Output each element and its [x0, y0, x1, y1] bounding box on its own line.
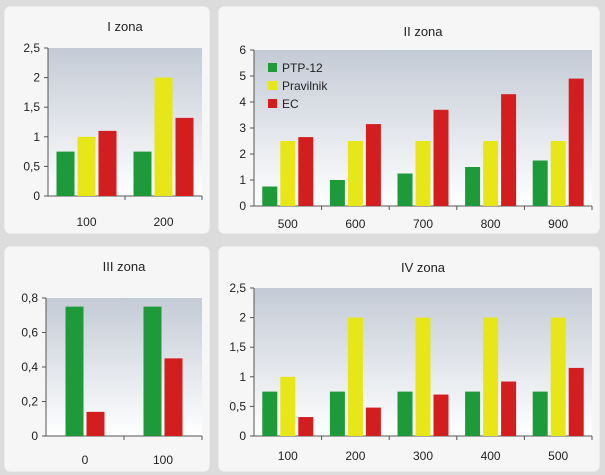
zone-2-x-tick-label: 800: [481, 217, 501, 231]
zone-2-bar-pravilnik-700: [415, 141, 431, 206]
zone-3-bar-ec-100: [164, 358, 183, 436]
zone-2-bar-ptp-12-900: [532, 160, 548, 206]
zone-1-y-tick-label: 0,5: [23, 159, 40, 173]
chart-zone-2: II zona 0 1 2 3 4 5 6 500 600 700 800 900 PTP-12 Pravi…: [239, 24, 593, 231]
zone-3-y-tick-label: 0,4: [21, 360, 38, 374]
zone-2-y-tick-label: 2: [239, 147, 246, 161]
zone-3-y-tick-label: 0,6: [21, 326, 38, 340]
zone-4-bar-ec-300: [433, 394, 449, 436]
zone-4-y-tick-label: 2: [239, 311, 246, 325]
zone-2-bar-pravilnik-500: [280, 141, 296, 206]
zone-1-bar-pravilnik-100: [77, 136, 96, 196]
zone-2-y-tick-label: 1: [239, 173, 246, 187]
zone-2-x-tick-label: 600: [345, 217, 365, 231]
zone-1-y-tick-label: 0: [33, 189, 40, 203]
chart-panel-zone-4: IV zona 0 0,5 1 1,5 2 2,5 100 200 300 400 500: [218, 246, 600, 472]
zone-4-bar-ec-400: [501, 381, 517, 436]
zone-4-bar-pravilnik-300: [415, 317, 431, 436]
zone-2-bar-pravilnik-600: [347, 141, 363, 206]
zone-4-bar-ec-500: [568, 367, 584, 436]
chart-zone-4: IV zona 0 0,5 1 1,5 2 2,5 100 200 300 400 500: [229, 260, 593, 463]
zone-3-bar-ptp-12-0: [65, 306, 84, 436]
zone-4-bar-ptp-12-400: [465, 391, 481, 436]
zone-1-y-tick-label: 1: [33, 130, 40, 144]
chart-zone-1: I zona 0 0,5 1 1,5 2 2,5 100 200: [23, 19, 203, 229]
zone-3-bar-ec-0: [86, 411, 105, 436]
zone-4-bar-ptp-12-500: [532, 391, 548, 436]
legend-label-ec: EC: [282, 97, 299, 111]
zone-2-title: II zona: [403, 24, 443, 39]
zone-1-title: I zona: [107, 19, 143, 34]
zone-4-x-tick-label: 100: [278, 449, 298, 463]
zone-4-bar-ec-200: [365, 407, 381, 436]
zone-2-bar-pravilnik-800: [483, 141, 499, 206]
zone-2-y-tick-label: 4: [239, 95, 246, 109]
zone-2-x-tick-label: 700: [413, 217, 433, 231]
legend-swatch-ptp-12: [268, 63, 277, 72]
zone-2-x-tick-label: 900: [548, 217, 568, 231]
legend-swatch-ec: [268, 99, 277, 108]
legend-label-pravilnik: Pravilnik: [282, 79, 328, 93]
zone-1-bar-ec-100: [98, 130, 117, 196]
zone-4-y-tick-label: 1,5: [229, 340, 246, 354]
zone-1-bar-ptp-12-200: [133, 151, 152, 196]
zone-3-title: III zona: [103, 259, 146, 274]
zone-4-bar-ptp-12-300: [397, 391, 413, 436]
zone-3-y-tick-label: 0,8: [21, 291, 38, 305]
zone-1-x-tick-label: 100: [76, 215, 96, 229]
zone-2-x-tick-label: 500: [278, 217, 298, 231]
zone-2-bar-pravilnik-900: [550, 141, 566, 206]
zone-2-bar-ptp-12-800: [465, 167, 481, 206]
zone-2-bar-ptp-12-500: [262, 186, 278, 206]
zone-1-bar-pravilnik-200: [154, 77, 173, 196]
zone-3-x-tick-label: 0: [82, 453, 89, 467]
zone-4-x-tick-label: 300: [413, 449, 433, 463]
zone-4-bar-pravilnik-100: [280, 376, 296, 436]
zone-2-y-tick-label: 5: [239, 69, 246, 83]
zone-1-y-tick-label: 2: [33, 71, 40, 85]
zone-3-x-tick-label: 100: [153, 453, 173, 467]
zone-2-y-tick-label: 6: [239, 43, 246, 57]
zone-2-bar-ec-700: [433, 109, 449, 206]
legend: PTP-12 Pravilnik EC: [268, 61, 328, 111]
zone-1-y-tick-label: 2,5: [23, 41, 40, 55]
zone-2-y-tick-label: 3: [239, 121, 246, 135]
zone-2-bar-ec-500: [298, 137, 314, 206]
zone-4-x-tick-label: 200: [345, 449, 365, 463]
zone-1-x-tick-label: 200: [153, 215, 173, 229]
zone-4-y-tick-label: 0: [239, 429, 246, 443]
zone-2-bar-ptp-12-600: [329, 180, 345, 206]
zone-2-y-tick-label: 0: [239, 199, 246, 213]
zone-4-bar-ptp-12-200: [329, 391, 345, 436]
zone-4-bar-pravilnik-500: [550, 317, 566, 436]
chart-panel-zone-2: II zona 0 1 2 3 4 5 6 500 600 700 800 900 PTP-12 Pravi…: [218, 6, 600, 234]
zone-4-bar-ec-100: [298, 417, 314, 436]
zone-4-bar-ptp-12-100: [262, 391, 278, 436]
zone-4-bar-pravilnik-400: [483, 317, 499, 436]
chart-panel-zone-1: I zona 0 0,5 1 1,5 2 2,5 100 200: [4, 6, 210, 234]
zone-3-y-tick-label: 0,2: [21, 395, 38, 409]
zone-4-y-tick-label: 0,5: [229, 399, 246, 413]
zone-3-bar-ptp-12-100: [143, 306, 162, 436]
zone-4-x-tick-label: 400: [481, 449, 501, 463]
zone-1-y-tick-label: 1,5: [23, 100, 40, 114]
zone-1-bar-ptp-12-100: [56, 151, 75, 196]
zone-4-y-tick-label: 1: [239, 370, 246, 384]
zone-1-bar-ec-200: [175, 117, 194, 196]
zone-4-x-tick-label: 500: [548, 449, 568, 463]
zone-4-bar-pravilnik-200: [347, 317, 363, 436]
zone-2-bar-ptp-12-700: [397, 173, 413, 206]
zone-4-title: IV zona: [401, 260, 446, 275]
zone-2-bar-ec-800: [501, 94, 517, 206]
zone-3-y-tick-label: 0: [31, 429, 38, 443]
legend-label-ptp-12: PTP-12: [282, 61, 323, 75]
legend-swatch-pravilnik: [268, 81, 277, 90]
zone-2-bar-ec-900: [568, 78, 584, 206]
zone-4-y-tick-label: 2,5: [229, 281, 246, 295]
chart-panel-zone-3: III zona 0 0,2 0,4 0,6 0,8 0 100: [4, 246, 210, 472]
zone-2-bar-ec-600: [365, 124, 381, 206]
chart-zone-3: III zona 0 0,2 0,4 0,6 0,8 0 100: [21, 259, 203, 467]
